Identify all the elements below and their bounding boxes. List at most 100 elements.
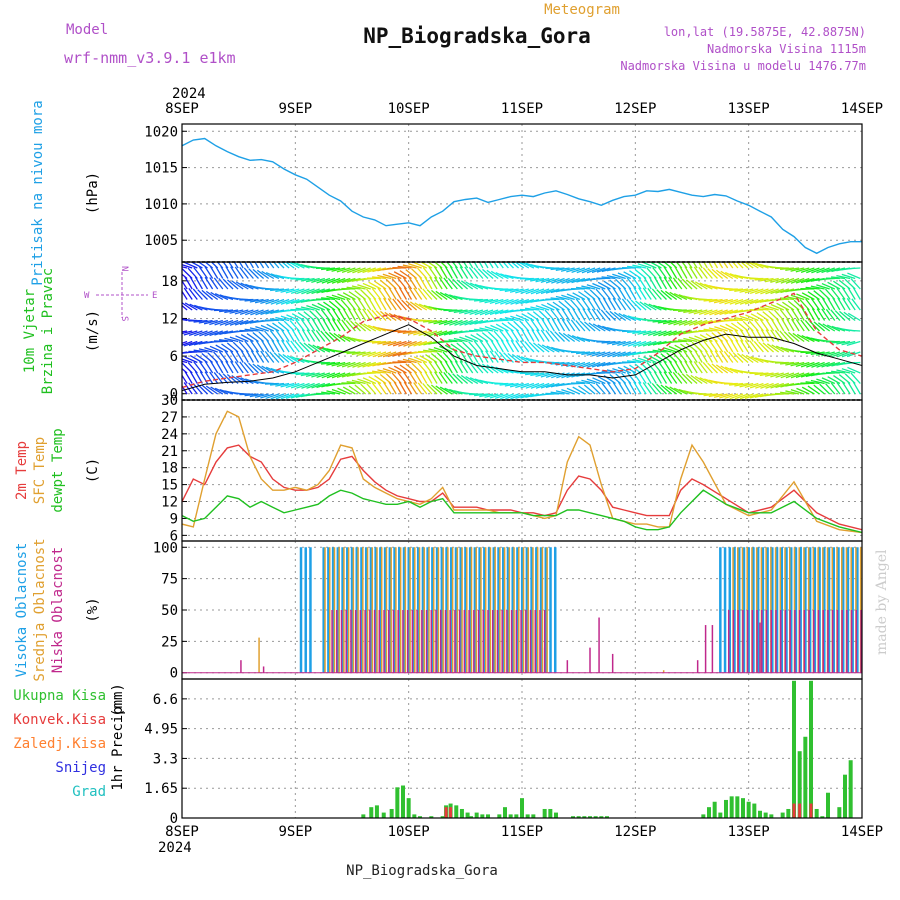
wind-barb (479, 340, 489, 353)
wind-barb (443, 277, 453, 290)
wind-barb (549, 330, 560, 342)
wind-barb (618, 312, 632, 322)
wind-barb (486, 364, 499, 374)
wind-barb (776, 318, 785, 332)
wind-barb (387, 340, 402, 347)
wind-barb (454, 319, 468, 326)
wind-barb (541, 303, 555, 311)
wind-barb (714, 326, 728, 332)
wind-barb (651, 383, 662, 395)
wind-barb (663, 371, 673, 384)
wind-barb (377, 340, 392, 345)
wind-barb (558, 331, 571, 342)
wind-barb (795, 361, 810, 368)
wind-barb (377, 287, 387, 300)
wind-barb (213, 340, 228, 343)
wind-barb (540, 382, 555, 389)
wind-barb (182, 382, 183, 384)
wind-barb (377, 274, 392, 280)
wind-barb (273, 352, 285, 363)
wind-barb (633, 287, 642, 300)
wind-barb (816, 284, 830, 290)
precip-bar-precip_total (701, 814, 706, 818)
wind-barb (452, 373, 463, 384)
wind-barb (387, 298, 397, 311)
wind-barb (281, 329, 290, 342)
wind-barb (735, 339, 744, 353)
wind-barb (643, 371, 652, 384)
wind-barb (708, 298, 723, 303)
wind-barb (269, 351, 280, 363)
panel-clouds: 0 25 50 75 100 Visoka Oblacnost Srednja Oblacn… (14, 538, 863, 682)
wind-barb (484, 326, 499, 332)
wind-barb (550, 361, 565, 365)
wind-barb (673, 292, 688, 301)
panels: 1005 1010 1015 1020 Pritisak na nivou mora (h… (13, 100, 863, 827)
wind-barb (371, 382, 382, 395)
wind-barb (372, 276, 387, 280)
wind-barb (366, 308, 377, 321)
wind-barb (587, 308, 596, 321)
wind-barb (295, 372, 310, 376)
wind-barb (413, 382, 423, 395)
wind-barb (469, 282, 484, 290)
wind-barb (459, 360, 469, 374)
wind-barb (234, 361, 244, 374)
wind-barb (484, 298, 499, 304)
wind-barb (790, 267, 805, 272)
wind-barb (724, 393, 739, 400)
wind-barb (270, 318, 285, 322)
compass-east: E (152, 291, 157, 301)
wind-barb (663, 266, 673, 279)
wind-barb (468, 266, 479, 279)
wind-barb (342, 386, 356, 395)
wind-barb (419, 371, 428, 384)
wind-barb (606, 274, 621, 280)
wind-barb (842, 297, 851, 311)
wind-barb (520, 393, 535, 399)
wind-barb (402, 371, 413, 384)
wind-barb (439, 360, 448, 374)
wind-barb (759, 277, 774, 282)
wind-barb (583, 384, 596, 395)
wind-barb (342, 335, 356, 343)
wind-barb (218, 351, 229, 363)
precip-bar-precip_total (769, 814, 774, 818)
wind-barb (831, 276, 846, 280)
wind-barb (183, 287, 193, 300)
y-unit-label: (%) (85, 597, 101, 622)
wind-barb (852, 381, 861, 395)
wind-barb (408, 263, 422, 269)
wind-barb (744, 298, 759, 305)
wind-barb (182, 264, 193, 269)
x-tick-labels-top: 8SEP 9SEP 10SEP 11SEP 12SEP 13SEP 14SEP (165, 101, 883, 117)
wind-barb (438, 319, 453, 326)
wind-barb (204, 360, 214, 374)
wind-barb (201, 289, 214, 300)
wind-barb (515, 393, 530, 400)
wind-barb (632, 340, 647, 347)
wind-barb (331, 361, 346, 367)
wind-barb (456, 279, 469, 290)
wind-barb (810, 285, 825, 290)
wind-barb (239, 266, 249, 279)
wind-barb (693, 319, 708, 326)
wind-barb (214, 293, 229, 301)
wind-barb (770, 382, 785, 389)
wind-barb (468, 393, 483, 396)
wind-barb (444, 266, 453, 279)
wind-barb (851, 298, 861, 311)
wind-barb (826, 361, 841, 368)
wind-barb (444, 293, 458, 301)
y-axis-label: 2m Temp (14, 441, 30, 500)
wind-barb (285, 298, 300, 305)
wind-barb (423, 349, 438, 353)
wind-barb (693, 361, 703, 374)
wind-barb (198, 266, 209, 279)
wind-barb (367, 267, 382, 273)
wind-barb (300, 319, 311, 332)
wind-barb (584, 321, 596, 332)
wind-barb (408, 381, 418, 395)
wind-barb (305, 277, 320, 283)
wind-barb (739, 393, 754, 400)
